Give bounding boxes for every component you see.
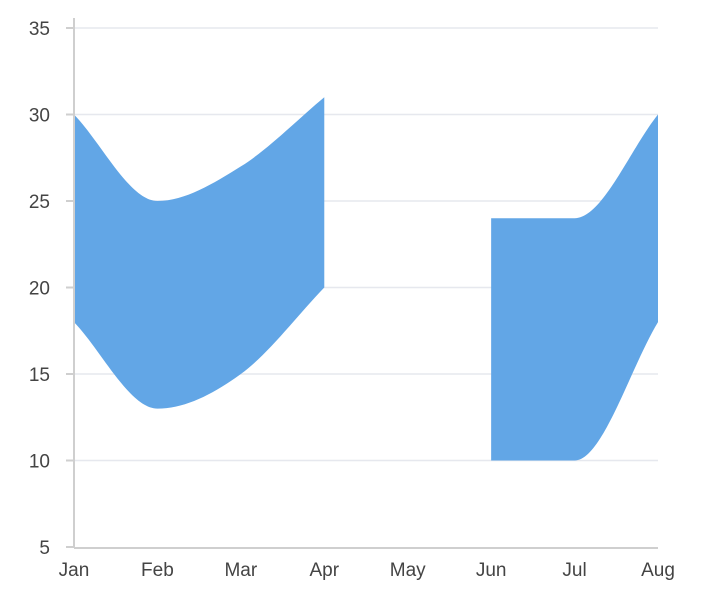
x-tick-label: Feb [141, 560, 174, 581]
range-area-segment [491, 114, 658, 461]
x-tick-label: Aug [641, 560, 675, 581]
x-tick-label: Jul [562, 560, 586, 581]
y-tick-label: 25 [29, 192, 50, 213]
y-tick-label: 10 [29, 452, 50, 473]
y-tick-label: 30 [29, 106, 50, 127]
y-tick-label: 20 [29, 279, 50, 300]
y-tick-labels: 5 10 15 20 25 30 35 [29, 19, 50, 559]
series-layer [74, 97, 658, 461]
y-tick-label: 5 [39, 538, 50, 559]
range-area-segment [74, 97, 325, 409]
axes [73, 18, 658, 549]
x-tick-labels: Jan Feb Mar Apr May Jun Jul Aug [59, 560, 675, 581]
x-tick-label: Jan [59, 560, 90, 581]
y-tick-label: 35 [29, 19, 50, 40]
x-tick-label: May [390, 560, 426, 581]
y-tick-label: 15 [29, 365, 50, 386]
x-tick-label: Apr [309, 560, 339, 581]
x-tick-label: Jun [476, 560, 507, 581]
x-tick-label: Mar [224, 560, 257, 581]
